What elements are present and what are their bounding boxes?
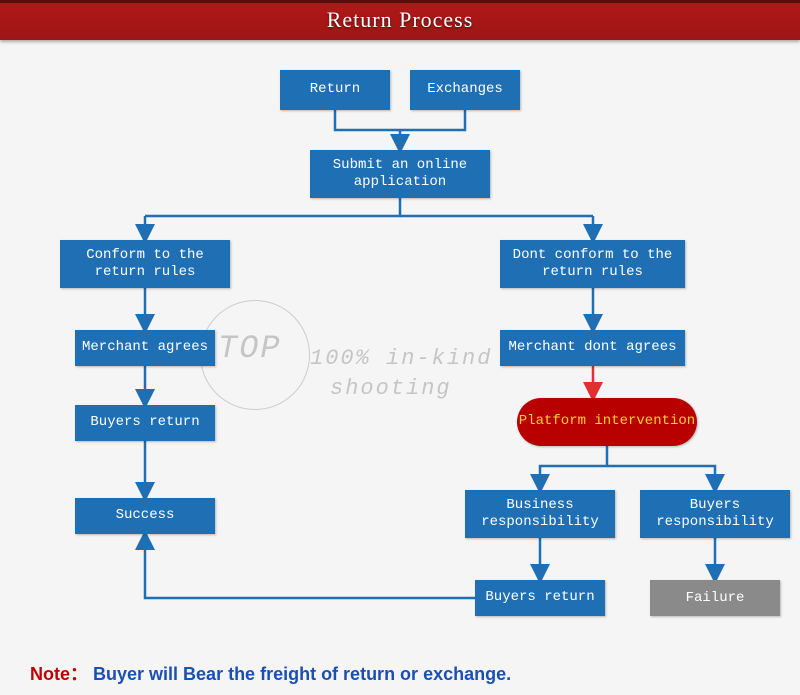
node-merchant-agrees: Merchant agrees bbox=[75, 330, 215, 366]
node-success: Success bbox=[75, 498, 215, 534]
watermark-line1: 100% in-kind bbox=[310, 346, 492, 371]
node-platform: Platform intervention bbox=[517, 398, 697, 446]
node-biz-resp: Business responsibility bbox=[465, 490, 615, 538]
node-buyers-return-l: Buyers return bbox=[75, 405, 215, 441]
edge bbox=[145, 198, 400, 216]
node-merchant-dont: Merchant dont agrees bbox=[500, 330, 685, 366]
node-buyers-return-r: Buyers return bbox=[475, 580, 605, 616]
watermark-line2: shooting bbox=[330, 376, 452, 401]
node-dont-conform: Dont conform to the return rules bbox=[500, 240, 685, 288]
edge bbox=[607, 466, 715, 490]
note-text: Buyer will Bear the freight of return or… bbox=[93, 664, 511, 684]
edge bbox=[540, 446, 607, 490]
flowchart-canvas: TOP 100% in-kind shooting Return Exchang… bbox=[0, 40, 800, 695]
edge bbox=[335, 110, 400, 130]
banner: Return Process bbox=[0, 0, 800, 40]
node-submit: Submit an online application bbox=[310, 150, 490, 198]
note-label: Note： bbox=[30, 664, 88, 684]
banner-title: Return Process bbox=[327, 7, 474, 32]
node-return: Return bbox=[280, 70, 390, 110]
edge bbox=[145, 534, 475, 598]
edge bbox=[400, 110, 465, 130]
node-exchanges: Exchanges bbox=[410, 70, 520, 110]
node-conform: Conform to the return rules bbox=[60, 240, 230, 288]
node-buyer-resp: Buyers responsibility bbox=[640, 490, 790, 538]
watermark-top: TOP bbox=[218, 330, 282, 367]
node-failure: Failure bbox=[650, 580, 780, 616]
footer-note: Note： Buyer will Bear the freight of ret… bbox=[30, 660, 511, 686]
